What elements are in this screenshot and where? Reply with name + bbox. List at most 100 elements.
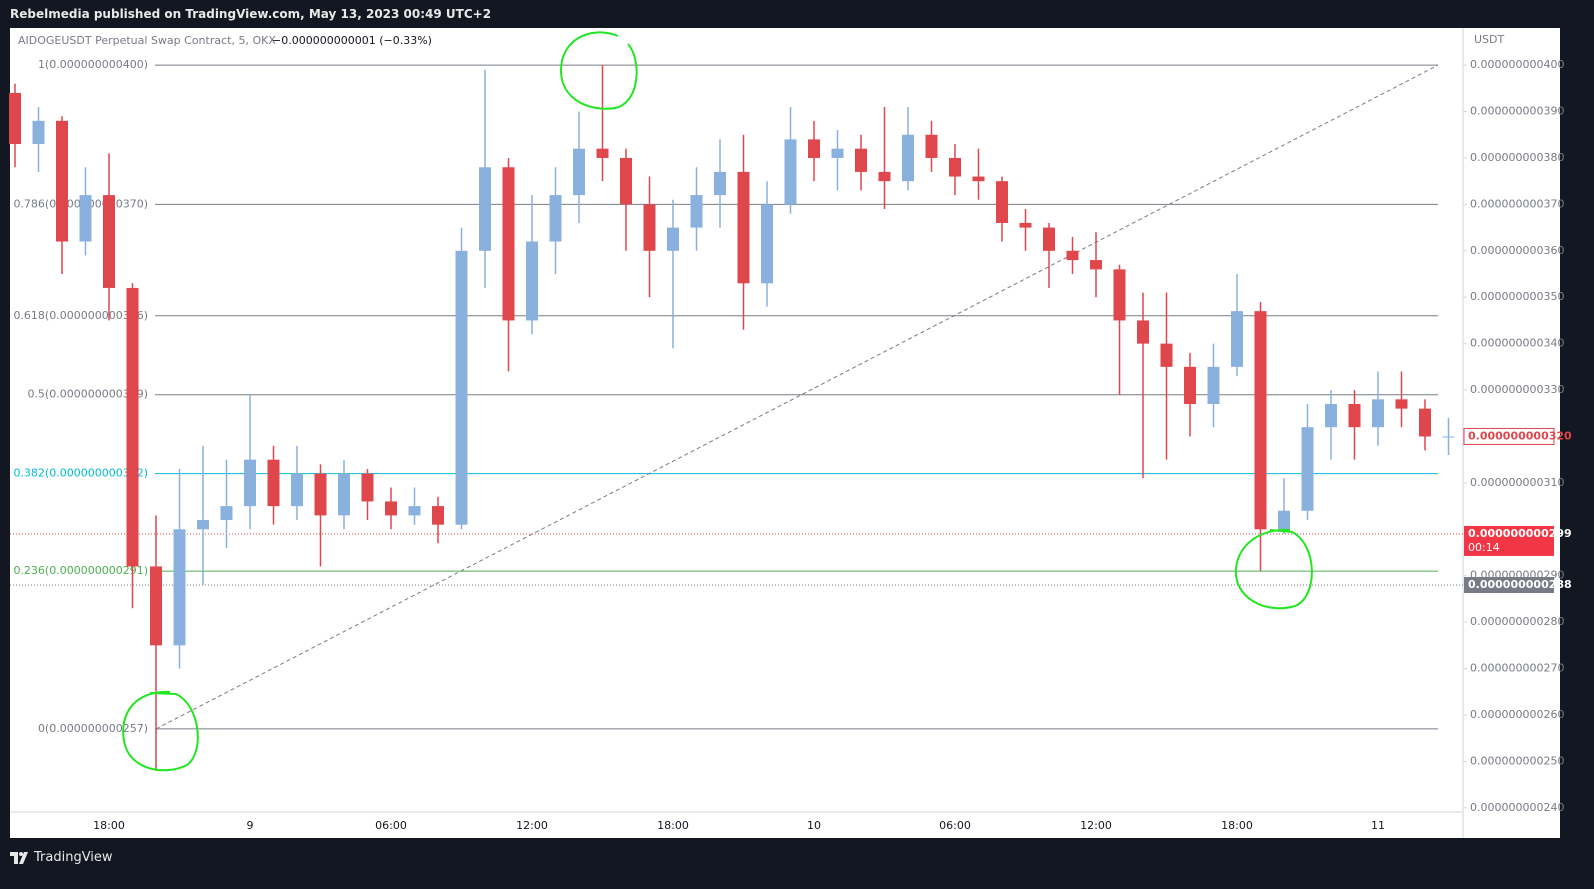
candle-body <box>831 148 844 158</box>
candle-body <box>1395 399 1408 409</box>
fib-label: 0(0.000000000257) <box>38 722 148 735</box>
candle-body <box>667 227 679 251</box>
footer: TradingView <box>10 846 113 870</box>
x-tick-label: 10 <box>807 819 821 832</box>
candle-body <box>314 473 327 516</box>
candle-body <box>1348 403 1361 428</box>
price-tag-countdown: 00:14 <box>1468 541 1500 554</box>
candle-body <box>291 473 303 507</box>
circle-annotation <box>1234 528 1313 610</box>
candle-body <box>737 171 750 284</box>
candle-body <box>220 506 233 521</box>
candle-body <box>996 181 1008 223</box>
y-tick-label: 0.000000000350 <box>1470 290 1564 303</box>
candle-body <box>714 171 726 196</box>
fib-label: 0.382(0.000000000312) <box>13 467 148 480</box>
candle-body <box>479 167 491 251</box>
candle-body <box>526 241 538 321</box>
x-tick-label: 11 <box>1371 819 1385 832</box>
x-tick-label: 06:00 <box>375 819 407 832</box>
candle-body <box>808 139 820 158</box>
x-tick-label: 18:00 <box>657 819 689 832</box>
candle-body <box>1278 510 1290 530</box>
candle-body <box>361 473 374 502</box>
x-tick-label: 18:00 <box>1221 819 1253 832</box>
candle-body <box>925 134 938 158</box>
candle-body <box>1019 222 1032 228</box>
candle-body <box>761 204 773 284</box>
y-tick-label: 0.000000000330 <box>1470 383 1564 396</box>
y-tick-label: 0.000000000260 <box>1470 708 1564 721</box>
logo-icon <box>10 852 28 864</box>
x-tick-label: 06:00 <box>939 819 971 832</box>
candle-body <box>949 157 961 177</box>
circle-annotation <box>559 31 638 110</box>
candle-body <box>878 171 891 182</box>
fib-label: 0.618(0.000000000346) <box>13 309 148 322</box>
candle-body <box>385 501 397 516</box>
candle-body <box>1090 260 1102 270</box>
x-tick-label: 9 <box>247 819 254 832</box>
y-tick-label: 0.000000000390 <box>1470 105 1564 118</box>
y-tick-label: 0.000000000280 <box>1470 615 1564 628</box>
price-tag <box>1464 525 1554 556</box>
candle-body <box>32 120 45 145</box>
candle-body <box>338 473 350 516</box>
y-tick-label: 0.000000000380 <box>1470 151 1564 164</box>
candle-body <box>972 176 985 182</box>
candle-body <box>690 195 703 228</box>
candle-body <box>1231 311 1243 367</box>
publisher-line: Rebelmedia published on TradingView.com,… <box>10 7 492 21</box>
candle-body <box>1184 366 1196 404</box>
candle-body <box>126 287 139 567</box>
price-tag-label: 0.000000000288 <box>1468 578 1572 591</box>
price-tag-label: 0.000000000299 <box>1468 527 1572 540</box>
candle-body <box>1419 408 1431 437</box>
brand: TradingView <box>34 850 113 865</box>
candle-body <box>1137 320 1149 344</box>
candle-body <box>1372 399 1384 428</box>
candle-body <box>9 92 21 145</box>
y-tick-label: 0.000000000360 <box>1470 244 1564 257</box>
candle-body <box>267 459 280 507</box>
candle-body <box>1442 436 1455 438</box>
candle-body <box>1301 427 1314 511</box>
candle-body <box>620 157 632 205</box>
x-tick-label: 12:00 <box>516 819 548 832</box>
candle-body <box>455 250 468 525</box>
candle-body <box>408 506 421 516</box>
candle-body <box>173 529 186 646</box>
candle-body <box>1043 227 1055 251</box>
candle-body <box>549 195 562 242</box>
candle-body <box>1113 269 1126 321</box>
candle-body <box>1066 250 1079 261</box>
candle-body <box>1325 403 1337 428</box>
circle-annotation <box>122 690 199 772</box>
y-tick-label: 0.000000000340 <box>1470 337 1564 350</box>
symbol: AIDOGEUSDT Perpetual Swap Contract, 5, O… <box>18 34 276 47</box>
candle-body <box>244 459 256 507</box>
axis-unit: USDT <box>1474 33 1505 46</box>
price-tag <box>1463 427 1555 445</box>
y-tick-label: 0.000000000240 <box>1470 801 1564 814</box>
candle-body <box>902 134 914 182</box>
fib-label: 0.5(0.000000000329) <box>27 388 148 401</box>
candle-body <box>1207 366 1220 404</box>
y-tick-label: 0.000000000400 <box>1470 58 1564 71</box>
candle-body <box>784 139 797 205</box>
candle-body <box>855 148 867 172</box>
candle-body <box>103 195 115 288</box>
candle-body <box>150 566 162 646</box>
x-tick-label: 12:00 <box>1080 819 1112 832</box>
candle-body <box>1160 343 1173 367</box>
fib-label: 1(0.000000000400) <box>38 58 148 71</box>
candle-body <box>573 148 585 196</box>
candle-body <box>79 195 92 242</box>
price-tag-label: 0.000000000320 <box>1468 429 1572 442</box>
candle-body <box>502 167 515 321</box>
x-tick-label: 18:00 <box>93 819 125 832</box>
fib-label: 0.236(0.000000000291) <box>13 564 148 577</box>
annotations <box>122 31 1313 772</box>
